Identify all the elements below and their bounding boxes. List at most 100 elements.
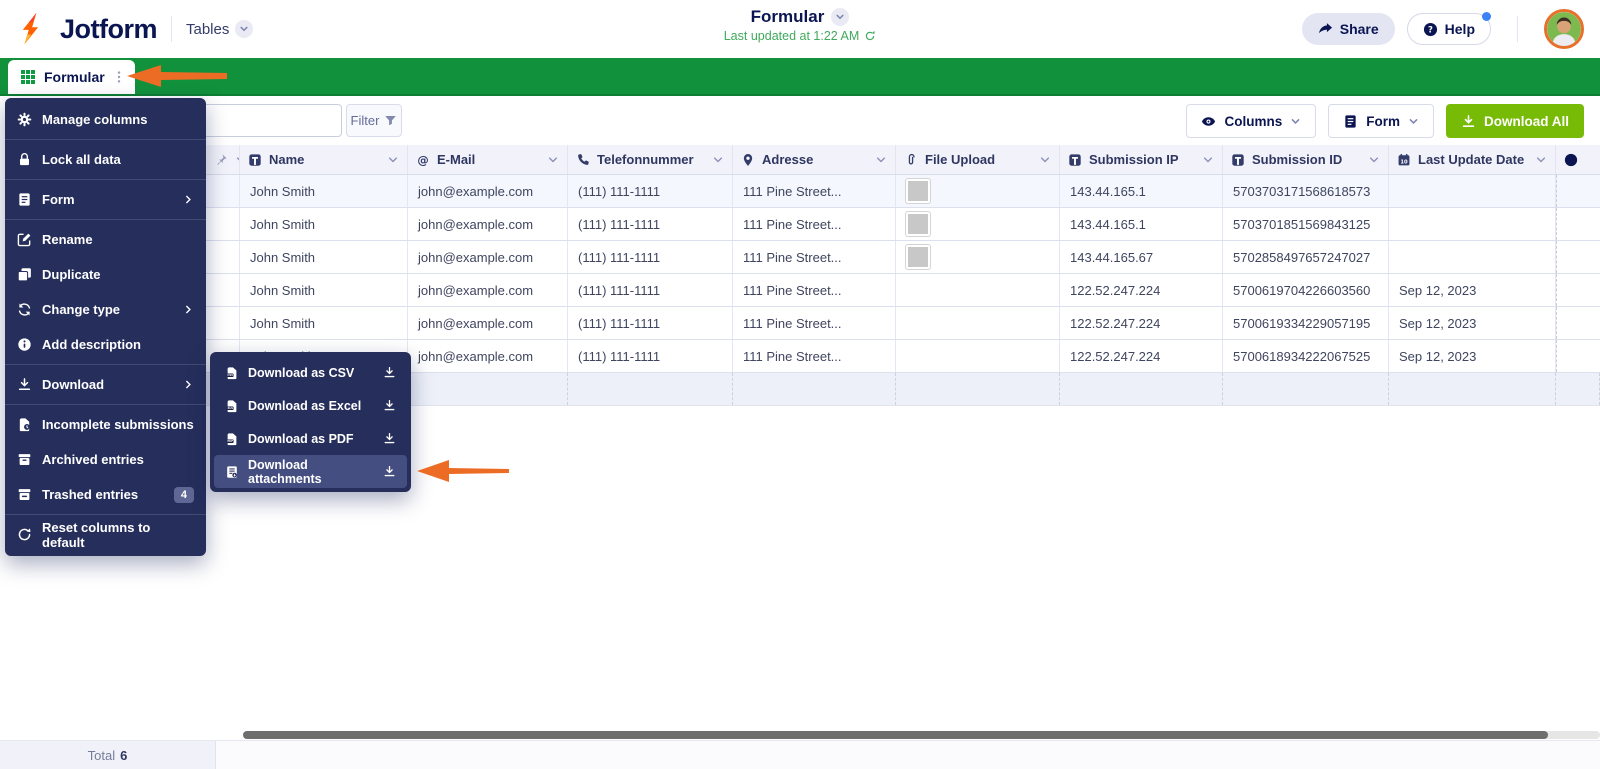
title-row[interactable]: Formular (751, 7, 850, 27)
user-avatar[interactable] (1544, 9, 1584, 49)
submenu-item-download-attachments[interactable]: Download attachments (214, 455, 407, 488)
cell-file_upload[interactable] (896, 274, 1060, 306)
cell-email[interactable]: john@example.com (408, 208, 568, 240)
cell-last_update_date[interactable]: Sep 12, 2023 (1389, 340, 1556, 372)
cell-address[interactable]: 111 Pine Street... (733, 175, 896, 207)
cell-submission_id[interactable]: 5700618934222067525 (1223, 340, 1389, 372)
title-chevron[interactable] (831, 8, 850, 26)
submenu-item-download-as-excel[interactable]: XLS Download as Excel (214, 389, 407, 422)
column-header-phone[interactable]: Telefonnummer (568, 145, 733, 174)
cell-address[interactable]: 111 Pine Street... (733, 307, 896, 339)
tables-dropdown[interactable]: Tables (186, 20, 254, 38)
cell-phone[interactable]: (111) 111-1111 (568, 175, 733, 207)
cell-email[interactable]: john@example.com (408, 175, 568, 207)
menu-item-download[interactable]: Download (5, 367, 206, 402)
chevron-right-icon (183, 304, 194, 315)
columns-button[interactable]: Columns (1186, 104, 1317, 138)
cell-pin[interactable] (206, 274, 240, 306)
cell-name[interactable]: John Smith (240, 175, 408, 207)
cell-phone[interactable]: (111) 111-1111 (568, 340, 733, 372)
submenu-item-download-as-csv[interactable]: CSV Download as CSV (214, 356, 407, 389)
cell-file_upload[interactable] (896, 175, 1060, 207)
cell-pin[interactable] (206, 307, 240, 339)
form-button[interactable]: Form (1328, 104, 1434, 138)
cell-submission_ip[interactable]: 143.44.165.1 (1060, 175, 1223, 207)
menu-item-trashed-entries[interactable]: Trashed entries 4 (5, 477, 206, 512)
cell-phone[interactable]: (111) 111-1111 (568, 208, 733, 240)
cell-last_update_date[interactable]: Sep 12, 2023 (1389, 307, 1556, 339)
file-thumbnail[interactable] (906, 245, 930, 269)
cell-submission_ip[interactable]: 143.44.165.1 (1060, 208, 1223, 240)
cell-file_upload[interactable] (896, 241, 1060, 273)
menu-item-duplicate[interactable]: Duplicate (5, 257, 206, 292)
menu-item-rename[interactable]: Rename (5, 222, 206, 257)
cell-submission_id[interactable]: 5703703171568618573 (1223, 175, 1389, 207)
cell-name[interactable]: John Smith (240, 307, 408, 339)
tab-formular[interactable]: Formular (8, 60, 135, 94)
cell-submission_ip[interactable]: 122.52.247.224 (1060, 274, 1223, 306)
cell-submission_ip[interactable]: 122.52.247.224 (1060, 307, 1223, 339)
cell-pin[interactable] (206, 241, 240, 273)
column-header-submission_id[interactable]: Submission ID (1223, 145, 1389, 174)
filter-button[interactable]: Filter (346, 104, 402, 137)
menu-item-incomplete-submissions[interactable]: Incomplete submissions (5, 407, 206, 442)
menu-item-add-description[interactable]: Add description (5, 327, 206, 362)
file-thumbnail[interactable] (906, 212, 930, 236)
brand[interactable]: Jotform (16, 12, 158, 46)
cell-address[interactable]: 111 Pine Street... (733, 274, 896, 306)
cell-name[interactable]: John Smith (240, 274, 408, 306)
column-header-submission_ip[interactable]: Submission IP (1060, 145, 1223, 174)
download-all-button[interactable]: Download All (1446, 104, 1584, 138)
cell-submission_id[interactable]: 5703701851569843125 (1223, 208, 1389, 240)
column-header-address[interactable]: Adresse (733, 145, 896, 174)
horizontal-scrollbar-thumb[interactable] (243, 731, 1548, 739)
cell-last_update_date[interactable] (1389, 175, 1556, 207)
help-button[interactable]: ? Help (1406, 12, 1491, 45)
cell-address[interactable]: 111 Pine Street... (733, 241, 896, 273)
column-header-overflow[interactable] (1556, 145, 1600, 174)
column-header-name[interactable]: Name (240, 145, 408, 174)
cell-submission_id[interactable]: 5700619334229057195 (1223, 307, 1389, 339)
column-header-pin[interactable] (206, 145, 240, 174)
refresh-icon[interactable] (864, 30, 876, 42)
column-header-last_update_date[interactable]: 10 Last Update Date (1389, 145, 1556, 174)
cell-last_update_date[interactable]: Sep 12, 2023 (1389, 274, 1556, 306)
menu-item-archived-entries[interactable]: Archived entries (5, 442, 206, 477)
cell-pin[interactable] (206, 208, 240, 240)
cell-submission_ip[interactable]: 143.44.165.67 (1060, 241, 1223, 273)
menu-item-label: Reset columns to default (42, 519, 151, 550)
cell-name[interactable]: John Smith (240, 208, 408, 240)
menu-item-change-type[interactable]: Change type (5, 292, 206, 327)
column-header-file_upload[interactable]: File Upload (896, 145, 1060, 174)
cell-last_update_date[interactable] (1389, 241, 1556, 273)
column-header-email[interactable]: @ E-Mail (408, 145, 568, 174)
search-input[interactable] (200, 104, 342, 137)
cell-last_update_date[interactable] (1389, 208, 1556, 240)
cell-file_upload[interactable] (896, 208, 1060, 240)
menu-item-lock-all-data[interactable]: Lock all data (5, 142, 206, 177)
cell-phone[interactable]: (111) 111-1111 (568, 241, 733, 273)
submenu-item-download-as-pdf[interactable]: PDF Download as PDF (214, 422, 407, 455)
cell-file_upload[interactable] (896, 340, 1060, 372)
cell-name[interactable]: John Smith (240, 241, 408, 273)
file-thumbnail[interactable] (906, 179, 930, 203)
cell-phone[interactable]: (111) 111-1111 (568, 307, 733, 339)
menu-item-reset-columns-to-default[interactable]: Reset columns to default (5, 517, 206, 552)
cell-submission_id[interactable]: 5700619704226603560 (1223, 274, 1389, 306)
share-button[interactable]: Share (1301, 13, 1395, 45)
cell-email[interactable]: john@example.com (408, 274, 568, 306)
cell-address[interactable]: 111 Pine Street... (733, 208, 896, 240)
cell-submission_ip[interactable]: 122.52.247.224 (1060, 340, 1223, 372)
cell-pin[interactable] (206, 175, 240, 207)
cell-email[interactable]: john@example.com (408, 307, 568, 339)
menu-item-manage-columns[interactable]: Manage columns (5, 102, 206, 137)
cell-address[interactable]: 111 Pine Street... (733, 340, 896, 372)
cell-email[interactable]: john@example.com (408, 241, 568, 273)
tab-menu-dots-icon[interactable] (113, 70, 125, 84)
cell-submission_id[interactable]: 5702858497657247027 (1223, 241, 1389, 273)
cell-email[interactable]: john@example.com (408, 340, 568, 372)
tab-label: Formular (44, 69, 105, 85)
cell-file_upload[interactable] (896, 307, 1060, 339)
menu-item-form[interactable]: Form (5, 182, 206, 217)
cell-phone[interactable]: (111) 111-1111 (568, 274, 733, 306)
